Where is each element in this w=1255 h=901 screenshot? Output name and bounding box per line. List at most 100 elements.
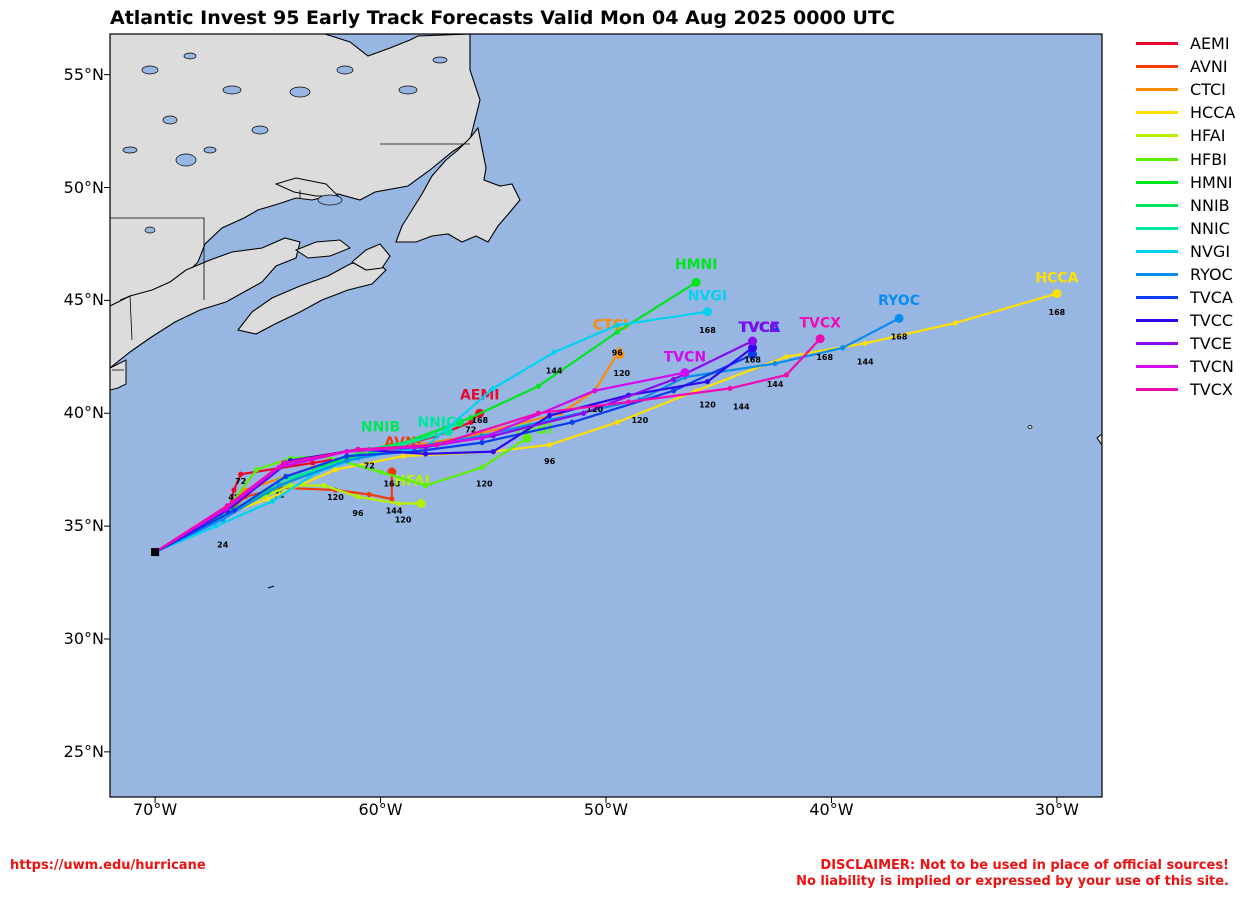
legend-item-nvgi: NVGI [1136, 240, 1235, 263]
lat-tick-label: 55°N [63, 64, 104, 84]
track-point [535, 410, 541, 416]
legend-label: CTCI [1190, 80, 1226, 100]
forecast-hour-label: 120 [395, 516, 412, 525]
track-point [748, 336, 758, 346]
track-point [310, 460, 316, 466]
forecast-hour-label: 144 [386, 507, 403, 516]
legend-label: TVCE [1190, 334, 1232, 354]
legend-label: NVGI [1190, 241, 1231, 261]
forecast-hour-label: 96 [352, 509, 364, 518]
legend: AEMI AVNI CTCI HCCA HFAI HFBI HMNI NNIB NNIC NVGI… [1136, 32, 1235, 402]
forecast-hour-label: 72 [465, 425, 476, 434]
legend-swatch [1136, 319, 1178, 323]
track-point [269, 498, 275, 504]
forecast-hour-label: 120 [327, 493, 344, 502]
track-point [547, 442, 553, 448]
legend-item-nnic: NNIC [1136, 217, 1235, 240]
track-point [592, 388, 598, 394]
track-point [434, 442, 440, 448]
track-point [580, 410, 587, 416]
legend-item-hcca: HCCA [1136, 101, 1235, 124]
forecast-hour-label: 144 [857, 358, 874, 367]
forecast-hour-label: 168 [891, 333, 908, 342]
track-point [1052, 289, 1062, 299]
forecast-hour-label: 72 [235, 477, 246, 486]
track-point [862, 340, 868, 346]
disclaimer: DISCLAIMER: Not to be used in place of o… [796, 858, 1229, 890]
legend-label: HFBI [1190, 149, 1227, 169]
forecast-hour-label: 168 [699, 326, 716, 335]
track-line [154, 346, 754, 554]
track-point [614, 329, 620, 335]
forecast-hour-label: 168 [744, 355, 761, 364]
track-point [344, 453, 350, 459]
track-line [154, 317, 900, 554]
forecast-hour-label: 96 [612, 349, 624, 358]
forecast-hour-label: 168 [383, 479, 400, 488]
legend-item-avni: AVNI [1136, 55, 1235, 78]
track-point [615, 350, 625, 360]
legend-swatch [1136, 157, 1178, 161]
disclaimer-line-2: No liability is implied or expressed by … [796, 874, 1229, 889]
legend-item-tvce: TVCE [1136, 332, 1235, 355]
track-point [395, 500, 402, 507]
forecast-hour-label: 144 [767, 380, 784, 389]
track-point [332, 467, 339, 473]
track-point [815, 334, 825, 344]
maritimes-landmass [110, 237, 301, 369]
legend-item-tvcx: TVCX [1136, 378, 1235, 401]
iberia-edge [1096, 433, 1102, 446]
track-point [783, 372, 789, 378]
track-point [727, 385, 733, 392]
lon-tick-label: 70°W [132, 800, 178, 819]
track-point [468, 415, 474, 421]
track-point [344, 458, 350, 464]
track-point [840, 345, 846, 351]
borders [110, 143, 470, 371]
cape-breton [351, 243, 391, 271]
legend-item-nnib: NNIB [1136, 194, 1235, 217]
track-point [490, 449, 496, 455]
track-point [704, 379, 711, 385]
legend-swatch [1136, 111, 1178, 115]
track-line [154, 337, 822, 554]
track-point [772, 360, 778, 367]
legend-swatch [1136, 42, 1178, 46]
site-url[interactable]: https://uwm.edu/hurricane [10, 858, 206, 873]
track-point [283, 473, 289, 480]
track-point [400, 453, 406, 459]
forecast-hour-label: 144 [546, 367, 563, 376]
legend-item-tvca: TVCA [1136, 286, 1235, 309]
track-line [154, 371, 686, 554]
legend-label: AEMI [1190, 34, 1230, 54]
track-point [355, 494, 361, 500]
legend-label: AVNI [1190, 57, 1228, 77]
forecast-hour-label: 120 [631, 416, 648, 425]
track-point [355, 446, 361, 452]
legend-label: TVCA [1190, 288, 1233, 308]
track-name-label: NVGI [688, 288, 727, 304]
track-tvcc: TVCC [152, 320, 780, 555]
track-point [213, 523, 219, 529]
lon-tick-label: 60°W [358, 800, 403, 819]
legend-label: RYOC [1190, 264, 1233, 284]
forecast-hour-label: 96 [544, 457, 556, 466]
track-point [490, 385, 496, 392]
legend-item-tvcn: TVCN [1136, 355, 1235, 378]
legend-swatch [1136, 342, 1178, 346]
track-name-label: TVCE [739, 320, 779, 336]
legend-swatch [1136, 365, 1178, 369]
track-point [231, 487, 237, 493]
axis-ticks [104, 74, 1058, 803]
legend-item-aemi: AEMI [1136, 32, 1235, 55]
origin-marker [151, 548, 160, 557]
lon-tick-label: 40°W [809, 800, 854, 819]
track-point [625, 399, 632, 405]
legend-swatch [1136, 180, 1178, 184]
track-point [265, 496, 271, 502]
track-name-label: CTCI [593, 318, 628, 334]
track-point [416, 499, 426, 509]
track-name-label: RYOC [878, 293, 920, 309]
lat-tick-label: 25°N [63, 741, 104, 761]
lat-tick-label: 40°N [63, 403, 104, 423]
